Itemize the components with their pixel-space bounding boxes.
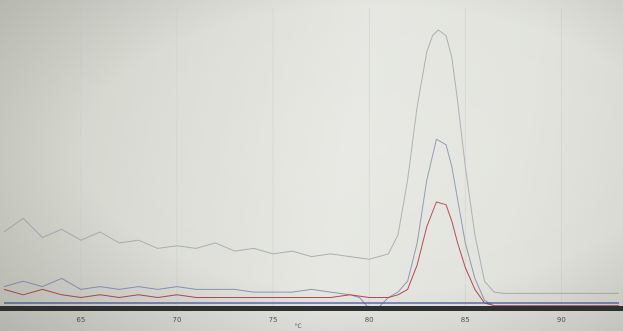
x-tick-label-70: 70 xyxy=(173,316,182,324)
series-line-red-series xyxy=(3,201,619,307)
x-tick-label-85: 85 xyxy=(461,316,470,324)
series-layer xyxy=(3,29,619,309)
x-tick-label-65: 65 xyxy=(76,316,85,324)
grid-layer xyxy=(80,8,562,306)
x-tick-label-80: 80 xyxy=(365,316,374,324)
x-axis-ticks: 65 70 75 80 85 90 xyxy=(76,316,565,324)
x-axis-title: °C xyxy=(294,323,301,330)
series-line-blue-series xyxy=(3,138,619,309)
x-tick-label-75: 75 xyxy=(269,316,278,324)
x-tick-label-90: 90 xyxy=(557,316,566,324)
plot-axis-bar xyxy=(0,306,623,311)
series-line-gray-series xyxy=(3,29,619,294)
